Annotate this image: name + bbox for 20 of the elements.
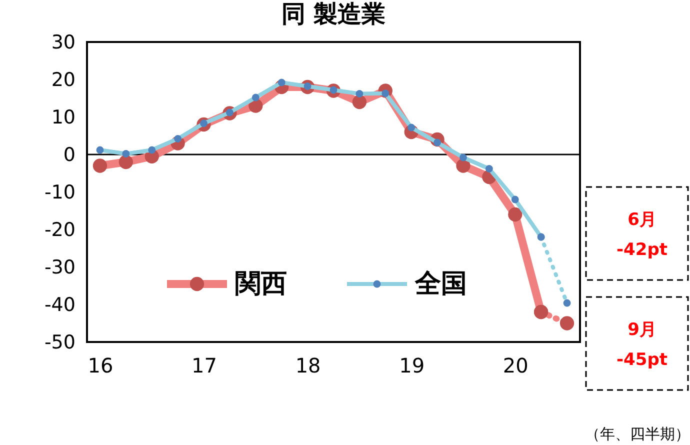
legend-label: 全国 — [414, 269, 467, 299]
y-tick-label: -50 — [44, 332, 76, 354]
y-tick-label: 10 — [51, 106, 76, 128]
x-tick-label: 16 — [88, 354, 114, 378]
x-tick-label: 17 — [192, 354, 217, 378]
text: 6月 -42pt — [616, 210, 668, 260]
text: （年、四半期） — [585, 425, 690, 443]
x-tick-label: 19 — [399, 354, 425, 378]
chart-title: 同 製造業 — [281, 0, 386, 28]
x-tick-label: 20 — [502, 354, 528, 378]
x-tick-label: 18 — [295, 354, 321, 378]
y-tick-label: -30 — [44, 256, 76, 278]
y-tick-label: -20 — [44, 219, 76, 241]
y-tick-label: -10 — [44, 182, 76, 204]
legend-label: 関西 — [235, 269, 287, 299]
y-tick-label: -40 — [44, 294, 76, 316]
y-tick-label: 30 — [51, 32, 76, 54]
text: 9月 -45pt — [616, 320, 668, 370]
y-tick-label: 0 — [63, 144, 76, 166]
y-tick-label: 20 — [51, 69, 76, 91]
